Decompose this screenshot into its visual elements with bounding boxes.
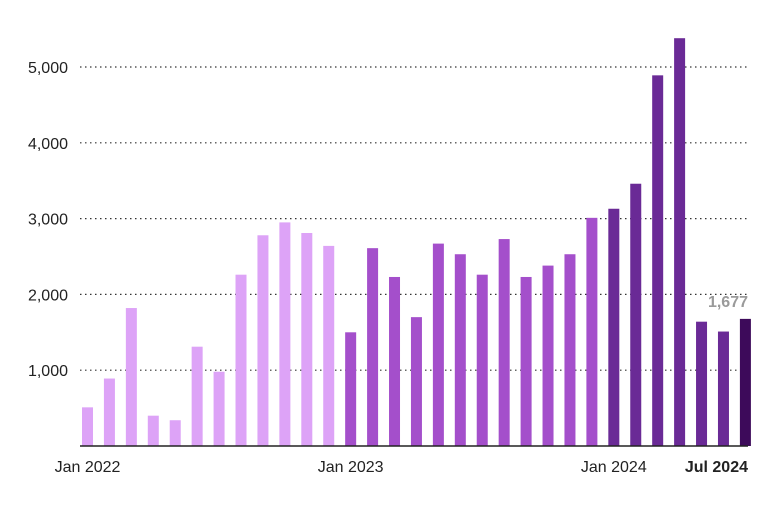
bar <box>213 371 225 446</box>
bar <box>323 245 335 446</box>
data-label: 1,677 <box>708 294 748 311</box>
bar <box>257 235 269 446</box>
x-tick-label: Jul 2024 <box>685 459 748 476</box>
bar <box>279 222 291 446</box>
bar <box>410 317 422 446</box>
x-tick-label: Jan 2024 <box>581 459 647 476</box>
bar <box>191 346 203 446</box>
bar <box>498 239 510 446</box>
x-tick-label: Jan 2022 <box>55 459 121 476</box>
bar <box>608 208 620 446</box>
bar <box>739 318 751 446</box>
bar <box>432 243 444 446</box>
bar <box>345 332 357 446</box>
y-tick-label: 5,000 <box>28 60 68 77</box>
bar <box>564 254 576 446</box>
bar <box>520 276 532 446</box>
bar <box>630 183 642 447</box>
bar <box>586 217 598 446</box>
bar <box>652 75 664 446</box>
bar <box>235 274 247 446</box>
bar <box>696 321 708 446</box>
y-tick-label: 4,000 <box>28 136 68 153</box>
bar <box>125 308 137 446</box>
y-tick-label: 2,000 <box>28 287 68 304</box>
labels: Jan 2022 Jan 2023 Jan 2024 Jul 2024 1,677 <box>55 294 749 476</box>
axes: 1,000 2,000 3,000 4,000 5,000 <box>28 60 748 447</box>
bar <box>674 38 686 446</box>
bar <box>542 265 554 446</box>
bar <box>82 407 93 446</box>
bar <box>169 420 181 446</box>
bar <box>367 248 379 446</box>
x-tick-label: Jan 2023 <box>318 459 384 476</box>
y-tick-label: 1,000 <box>28 363 68 380</box>
gridlines <box>80 66 748 371</box>
bars <box>82 38 751 447</box>
bar <box>476 274 488 446</box>
bar <box>717 331 729 446</box>
y-tick-label: 3,000 <box>28 212 68 229</box>
bar <box>301 233 313 446</box>
bar <box>147 415 159 446</box>
bar <box>454 254 466 446</box>
bar <box>103 378 115 446</box>
bar <box>389 276 401 446</box>
